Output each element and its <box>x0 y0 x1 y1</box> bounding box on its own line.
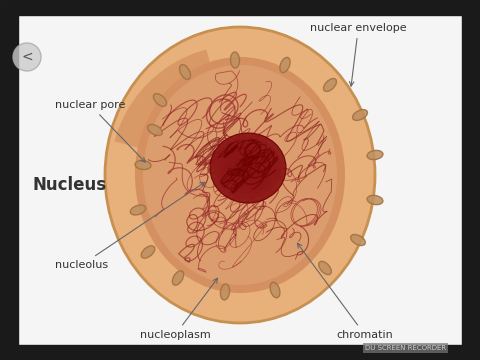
Circle shape <box>13 43 41 71</box>
Ellipse shape <box>224 146 272 190</box>
Text: nuclear pore: nuclear pore <box>55 100 145 162</box>
Ellipse shape <box>324 78 336 91</box>
Text: nucleolus: nucleolus <box>55 182 204 270</box>
Ellipse shape <box>210 133 286 203</box>
Ellipse shape <box>105 27 375 323</box>
Ellipse shape <box>141 246 155 258</box>
Bar <box>0 0 18 360</box>
Ellipse shape <box>239 159 257 177</box>
Ellipse shape <box>143 65 337 285</box>
Ellipse shape <box>230 52 240 68</box>
Ellipse shape <box>210 133 286 203</box>
Ellipse shape <box>135 57 345 293</box>
Ellipse shape <box>243 164 253 172</box>
Bar <box>462 0 480 360</box>
Ellipse shape <box>220 284 229 300</box>
Ellipse shape <box>367 150 383 159</box>
Ellipse shape <box>270 282 280 298</box>
Text: <: < <box>21 50 33 64</box>
Ellipse shape <box>154 94 167 107</box>
Ellipse shape <box>130 205 146 215</box>
Ellipse shape <box>219 142 276 194</box>
Ellipse shape <box>353 109 367 120</box>
Text: chromatin: chromatin <box>298 243 394 340</box>
Wedge shape <box>114 49 240 175</box>
Ellipse shape <box>234 155 262 181</box>
Ellipse shape <box>229 150 267 185</box>
Ellipse shape <box>215 138 281 199</box>
Text: nucleoplasm: nucleoplasm <box>140 278 217 340</box>
Ellipse shape <box>319 261 331 275</box>
Text: DU SCREEN RECORDER: DU SCREEN RECORDER <box>365 345 446 351</box>
Bar <box>18 345 462 360</box>
Text: Nucleus: Nucleus <box>32 176 106 194</box>
Text: nuclear envelope: nuclear envelope <box>310 23 407 86</box>
Ellipse shape <box>172 271 184 285</box>
Ellipse shape <box>351 234 365 246</box>
Ellipse shape <box>180 65 191 79</box>
Ellipse shape <box>135 161 151 170</box>
Ellipse shape <box>280 57 290 73</box>
Ellipse shape <box>367 195 383 204</box>
Bar <box>18 0 462 15</box>
Ellipse shape <box>148 125 162 135</box>
